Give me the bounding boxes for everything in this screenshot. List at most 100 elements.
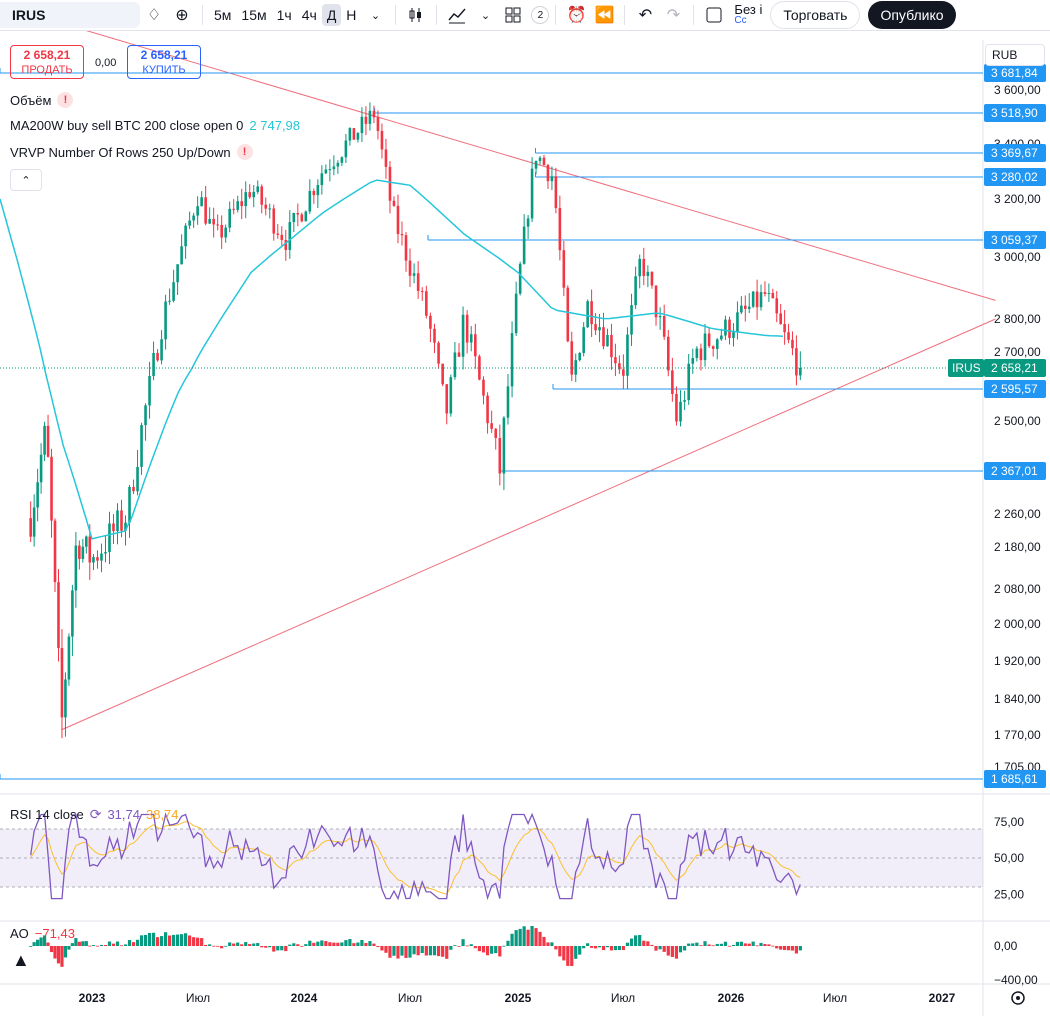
price-tick-label: 3 600,00: [994, 83, 1041, 97]
add-symbol-icon[interactable]: ⊕: [175, 7, 189, 24]
time-tick-label: 2027: [929, 991, 956, 1005]
ao-histogram-bar: [578, 946, 582, 955]
chevron-down-icon[interactable]: ⌄: [370, 9, 381, 22]
ao-histogram-bar: [188, 935, 192, 946]
level-price-label: 1 685,61: [991, 772, 1038, 786]
candle-body: [759, 292, 763, 308]
candle-body: [420, 290, 424, 292]
candle-body: [783, 324, 786, 333]
ao-histogram-bar: [192, 937, 196, 946]
ao-histogram-bar: [642, 940, 646, 946]
candle-body: [683, 400, 686, 402]
candle-body: [736, 312, 739, 333]
candle-body: [50, 456, 53, 521]
ao-histogram-bar: [328, 942, 332, 946]
alert-clock-icon[interactable]: ⏰: [566, 7, 587, 24]
chart-canvas[interactable]: 3 600,003 400,003 200,003 000,002 800,00…: [0, 31, 1050, 1016]
ao-histogram-bar: [159, 936, 164, 946]
ao-histogram-bar: [582, 946, 586, 949]
legend-ao[interactable]: AO −71,43: [10, 926, 75, 941]
timeframe-day[interactable]: Д: [321, 4, 342, 26]
candle-body: [308, 191, 312, 212]
trendline: [61, 318, 996, 731]
ao-histogram-bar: [264, 946, 268, 948]
level-price-label: 3 369,67: [991, 146, 1038, 160]
ao-histogram-bar: [292, 943, 296, 946]
ao-histogram-bar: [372, 943, 376, 946]
ao-histogram-bar: [494, 946, 498, 954]
ao-histogram-bar: [288, 944, 292, 946]
candle-body: [292, 212, 296, 223]
candle-body: [220, 224, 223, 238]
candle-body: [453, 352, 457, 378]
legend-vrvp[interactable]: VRVP Number Of Rows 250 Up/Down !: [10, 144, 253, 160]
divider: [555, 5, 557, 25]
settings-cycle-icon[interactable]: ⟳: [89, 806, 102, 822]
ao-histogram-bar: [609, 946, 614, 951]
ao-histogram-bar: [95, 945, 100, 947]
level-price-label: 3 280,02: [991, 170, 1038, 184]
ao-histogram-bar: [436, 946, 441, 957]
sell-button[interactable]: 2 658,21 ПРОДАТЬ: [10, 45, 84, 79]
ao-histogram-bar: [99, 944, 104, 946]
candle-body: [376, 117, 380, 131]
candle-body: [695, 348, 699, 359]
ao-histogram-bar: [268, 946, 272, 948]
candle-body: [502, 417, 506, 474]
timeframe-5m[interactable]: 5м: [214, 7, 232, 23]
layout-count-badge[interactable]: 2: [531, 6, 550, 24]
unnamed-layout[interactable]: Без і Сс: [734, 2, 763, 26]
ao-histogram-bar: [727, 945, 732, 947]
time-tick-label: Июл: [611, 991, 635, 1005]
warning-icon[interactable]: !: [236, 144, 253, 160]
ao-histogram-bar: [184, 933, 188, 946]
timeframe-15m[interactable]: 15м: [241, 7, 267, 23]
ao-histogram-bar: [252, 943, 256, 946]
ao-histogram-bar: [196, 937, 200, 946]
candle-body: [622, 369, 625, 376]
timeframe-week[interactable]: Н: [346, 7, 357, 23]
currency-selector[interactable]: RUB: [985, 44, 1045, 66]
undo-icon[interactable]: ↶: [638, 7, 653, 24]
candle-body: [416, 273, 420, 291]
candle-body: [46, 425, 50, 457]
chevron-down-icon[interactable]: ⌄: [480, 9, 491, 22]
ao-histogram-bar: [691, 943, 695, 946]
fullscreen-box-icon[interactable]: [700, 1, 728, 29]
candle-body: [344, 140, 348, 158]
candle-body: [658, 316, 662, 318]
timeframe-4h[interactable]: 4ч: [301, 7, 317, 23]
ao-histogram-bar: [654, 946, 658, 951]
collapse-legend-button[interactable]: ⌃: [10, 169, 42, 191]
legend-volume[interactable]: Объём !: [10, 92, 74, 108]
candle-body: [538, 157, 542, 161]
price-tick-label: 3 200,00: [994, 192, 1041, 206]
compare-heart-icon[interactable]: ♢: [146, 7, 162, 24]
replay-icon[interactable]: ⏪: [594, 7, 615, 24]
trade-button[interactable]: Торговать: [770, 1, 861, 29]
timeframe-1h[interactable]: 1ч: [276, 7, 292, 23]
divider: [395, 5, 397, 25]
warning-icon[interactable]: !: [57, 92, 74, 108]
price-tick-label: 3 000,00: [994, 250, 1041, 264]
publish-button[interactable]: Опублико: [868, 1, 956, 29]
candle-body: [449, 377, 453, 414]
layouts-icon[interactable]: [499, 1, 527, 29]
legend-rsi[interactable]: RSI 14 close ⟳ 31,74 38,74: [10, 806, 179, 823]
indicators-icon[interactable]: [443, 1, 471, 29]
ao-histogram-bar: [29, 946, 33, 947]
candle-body: [208, 219, 211, 224]
candles-icon[interactable]: [402, 1, 430, 29]
ao-histogram-bar: [332, 942, 336, 946]
gear-icon[interactable]: [1011, 991, 1025, 1005]
ao-histogram-bar: [163, 932, 168, 946]
ao-histogram-bar: [510, 933, 514, 946]
ao-histogram-bar: [296, 944, 300, 946]
redo-icon[interactable]: ↷: [666, 7, 681, 24]
candle-body: [212, 219, 215, 225]
buy-button[interactable]: 2 658,21 КУПИТЬ: [127, 45, 201, 79]
symbol-search[interactable]: IRUS: [0, 2, 140, 28]
level-price-label: 3 681,84: [991, 66, 1038, 80]
ao-histogram-bar: [530, 926, 534, 946]
legend-ma200w[interactable]: MA200W buy sell BTC 200 close open 0 2 7…: [10, 118, 300, 133]
